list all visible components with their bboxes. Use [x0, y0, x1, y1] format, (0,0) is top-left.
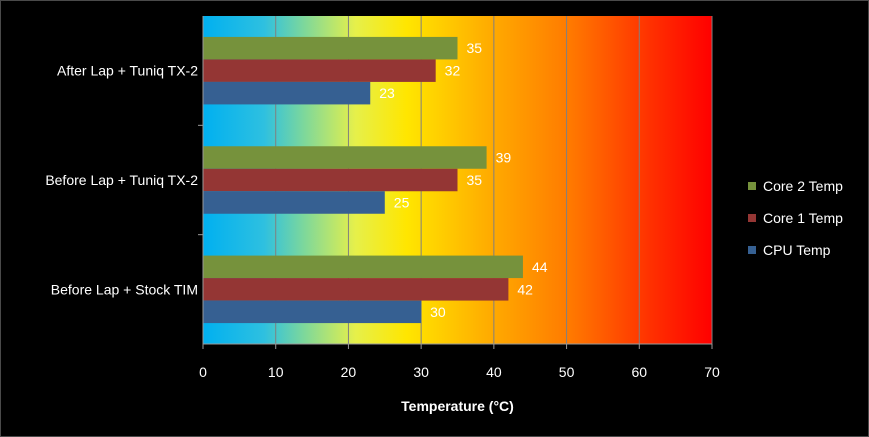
- data-label: 25: [394, 195, 410, 211]
- bar-core-1-temp: [203, 278, 509, 301]
- bar-core-1-temp: [203, 59, 436, 82]
- legend-label: CPU Temp: [763, 242, 831, 258]
- legend-label: Core 2 Temp: [763, 178, 843, 194]
- category-label: After Lap + Tuniq TX-2: [57, 63, 198, 79]
- x-tick-label: 20: [341, 364, 357, 380]
- category-label: Before Lap + Tuniq TX-2: [45, 172, 198, 188]
- category-label: Before Lap + Stock TIM: [51, 281, 198, 297]
- data-label: 23: [379, 85, 395, 101]
- bar-cpu-temp: [203, 191, 385, 214]
- bar-core-2-temp: [203, 146, 487, 169]
- bar-core-1-temp: [203, 168, 458, 192]
- x-axis-title: Temperature (°C): [401, 398, 514, 414]
- x-tick-label: 10: [268, 364, 284, 380]
- x-tick-label: 60: [631, 364, 647, 380]
- legend-swatch: [748, 246, 756, 254]
- legend-label: Core 1 Temp: [763, 210, 843, 226]
- data-label: 39: [496, 150, 512, 166]
- bar-core-2-temp: [203, 255, 523, 279]
- x-tick-label: 40: [486, 364, 502, 380]
- x-tick-label: 0: [199, 364, 207, 380]
- x-tick-label: 30: [413, 364, 429, 380]
- bar-cpu-temp: [203, 81, 371, 105]
- bar-cpu-temp: [203, 300, 422, 324]
- legend: Core 2 Temp Core 1 Temp CPU Temp: [748, 178, 843, 258]
- labels: 0 10 20 30 40 50 60 70 After Lap + Tuniq TX-2 35 3…: [45, 40, 720, 380]
- bars: [203, 36, 523, 324]
- data-label: 30: [430, 304, 446, 320]
- axes: [198, 16, 713, 349]
- data-label: 32: [445, 63, 461, 79]
- x-tick-label: 50: [559, 364, 575, 380]
- data-label: 35: [467, 40, 483, 56]
- legend-swatch: [748, 182, 756, 190]
- data-label: 42: [517, 281, 533, 297]
- data-label: 44: [532, 259, 548, 275]
- data-label: 35: [467, 172, 483, 188]
- x-tick-label: 70: [704, 364, 720, 380]
- bar-core-2-temp: [203, 36, 458, 60]
- legend-swatch: [748, 214, 756, 222]
